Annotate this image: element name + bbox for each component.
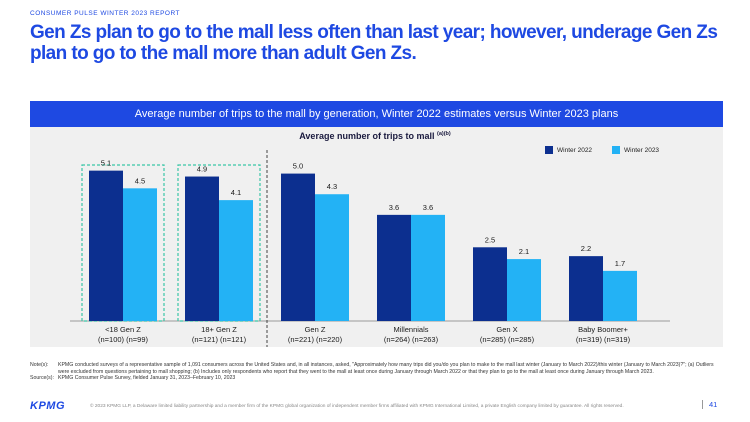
data-label-millennials-winter-2022: 3.6 <box>389 203 399 212</box>
bar-millennials-winter-2023 <box>411 214 445 321</box>
category-sublabel-gen-x: (n=285) (n=285) <box>480 335 535 344</box>
legend-item-winter-2022: Winter 2022 <box>545 146 592 154</box>
bar-baby-boomer-winter-2022 <box>569 256 603 321</box>
note-text: KPMG conducted surveys of a representati… <box>58 362 714 375</box>
category-sublabel-millennials: (n=264) (n=263) <box>384 335 439 344</box>
category-label-18-gen-z: 18+ Gen Z <box>201 325 237 334</box>
bar-18-gen-z-winter-2022 <box>89 170 123 321</box>
bar-18-gen-z-winter-2023 <box>123 188 157 321</box>
data-label-gen-x-winter-2022: 2.5 <box>485 235 495 244</box>
chart-title: Average number of trips to mall (a)(b) <box>0 131 750 141</box>
data-label-baby-boomer-winter-2023: 1.7 <box>615 259 625 268</box>
category-label-18-gen-z: <18 Gen Z <box>105 325 141 334</box>
data-label-gen-x-winter-2023: 2.1 <box>519 247 529 256</box>
data-label-18-gen-z-winter-2022: 5.1 <box>101 159 111 168</box>
data-label-18-gen-z-winter-2023: 4.1 <box>231 188 241 197</box>
bar-gen-x-winter-2022 <box>473 247 507 321</box>
data-label-baby-boomer-winter-2022: 2.2 <box>581 244 591 253</box>
legend-item-winter-2023: Winter 2023 <box>612 146 659 154</box>
bar-baby-boomer-winter-2023 <box>603 270 637 321</box>
data-label-18-gen-z-winter-2022: 4.9 <box>197 165 207 174</box>
headline: Gen Zs plan to go to the mall less often… <box>30 22 718 64</box>
source-row: Source(s): KPMG Consumer Pulse Survey, f… <box>30 375 720 382</box>
category-label-millennials: Millennials <box>393 325 428 334</box>
copyright-text: © 2023 KPMG LLP, a Delaware limited liab… <box>90 404 624 409</box>
legend-swatch-winter-2023 <box>612 146 620 154</box>
legend-label-winter-2023: Winter 2023 <box>624 146 660 154</box>
bar-millennials-winter-2022 <box>377 214 411 321</box>
page-number: 41 <box>702 400 717 409</box>
legend-swatch-winter-2022 <box>545 146 553 154</box>
note-row: Note(s): KPMG conducted surveys of a rep… <box>30 362 720 375</box>
data-label-gen-z-winter-2022: 5.0 <box>293 162 303 171</box>
category-sublabel-18-gen-z: (n=121) (n=121) <box>192 335 247 344</box>
bar-18-gen-z-winter-2023 <box>219 200 253 321</box>
notes-block: Note(s): KPMG conducted surveys of a rep… <box>30 362 720 382</box>
source-label: Source(s): <box>30 375 54 382</box>
panel-header: Average number of trips to the mall by g… <box>30 101 723 127</box>
bar-gen-z-winter-2022 <box>281 173 315 321</box>
category-sublabel-gen-z: (n=221) (n=220) <box>288 335 343 344</box>
report-label: CONSUMER PULSE WINTER 2023 REPORT <box>30 10 181 17</box>
chart-title-text: Average number of trips to mall <box>299 131 435 141</box>
bar-gen-x-winter-2023 <box>507 259 541 321</box>
category-label-baby-boomer: Baby Boomer+ <box>578 325 628 334</box>
highlight-box-18-gen-z <box>177 164 261 322</box>
category-sublabel-baby-boomer: (n=319) (n=319) <box>576 335 631 344</box>
category-label-gen-x: Gen X <box>496 325 517 334</box>
highlight-box-18-gen-z <box>81 164 165 322</box>
category-label-gen-z: Gen Z <box>305 325 326 334</box>
legend-label-winter-2022: Winter 2022 <box>557 146 593 154</box>
bar-gen-z-winter-2023 <box>315 194 349 321</box>
category-sublabel-18-gen-z: (n=100) (n=99) <box>98 335 149 344</box>
bar-18-gen-z-winter-2022 <box>185 176 219 321</box>
data-label-millennials-winter-2023: 3.6 <box>423 203 433 212</box>
kpmg-logo: KPMG <box>30 400 65 412</box>
note-label: Note(s): <box>30 362 49 368</box>
data-label-gen-z-winter-2023: 4.3 <box>327 182 337 191</box>
data-label-18-gen-z-winter-2023: 4.5 <box>135 176 145 185</box>
source-text: KPMG Consumer Pulse Survey, fielded Janu… <box>58 375 236 382</box>
chart-title-superscript: (a)(b) <box>436 131 451 137</box>
